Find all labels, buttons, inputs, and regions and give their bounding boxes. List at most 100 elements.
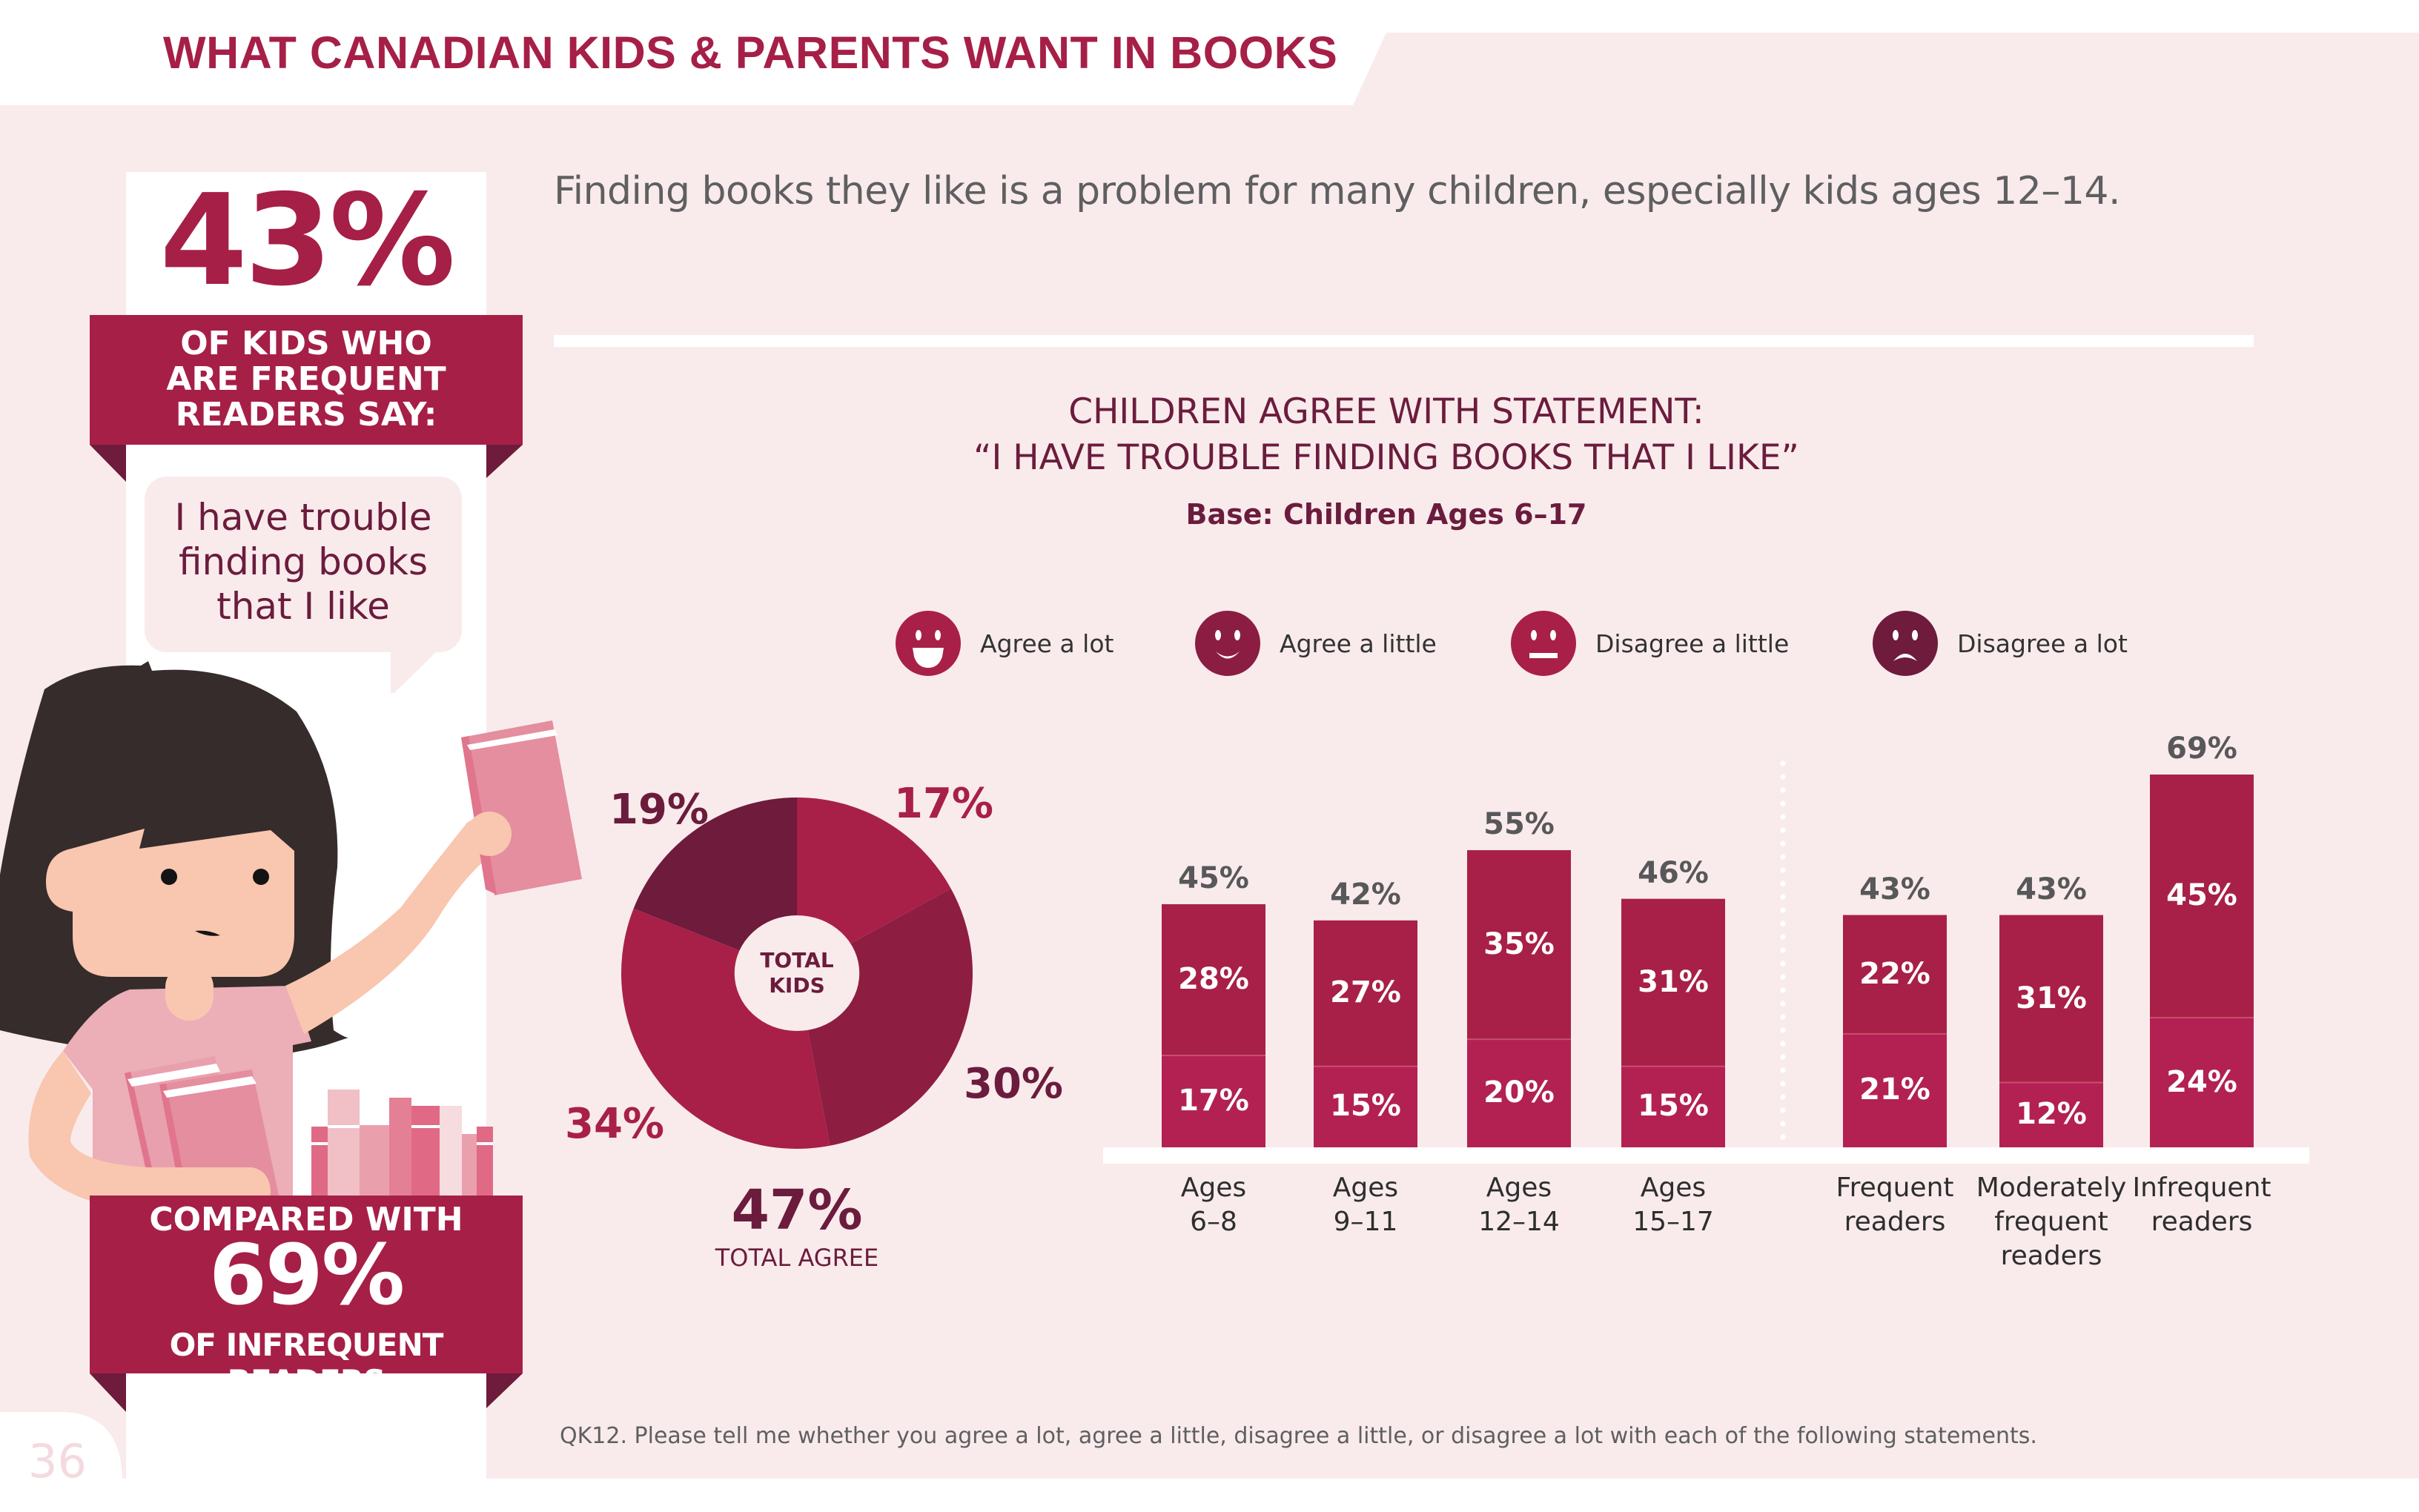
group-separator-dot — [1780, 1121, 1786, 1127]
bar-total-label: 69% — [2166, 732, 2237, 766]
bar-segment-agree-a-little — [2150, 775, 2254, 1018]
bar-label-agree-a-lot: 21% — [1859, 1072, 1930, 1107]
bar-category-label: Frequent readers — [1810, 1171, 1980, 1239]
pie-label-disagree-a-little: 34% — [565, 1100, 665, 1148]
bar-label-agree-a-lot: 15% — [1330, 1089, 1401, 1124]
face — [46, 829, 294, 977]
raised-hand — [467, 812, 512, 856]
pie-center-line: TOTAL — [760, 948, 834, 972]
group-separator-dot — [1780, 1014, 1786, 1020]
quote-text: I have trouble finding books that I like — [145, 495, 462, 629]
bar-category-label: Ages 6–8 — [1128, 1171, 1299, 1239]
compare-banner — [90, 1196, 523, 1373]
pie-total-agree-value: 47% — [731, 1178, 863, 1242]
divider — [554, 335, 2254, 347]
bar-segment-agree-a-lot — [2150, 1018, 2254, 1147]
legend-item-disagree-a-little: Disagree a little — [1511, 611, 1789, 676]
group-separator-dot — [1780, 1041, 1786, 1047]
category-label-line: 15–17 — [1632, 1207, 1714, 1237]
category-label-line: Ages — [1640, 1173, 1707, 1203]
pie-center-label: TOTAL KIDS — [745, 948, 849, 998]
bar-category-label: Moderately frequent readers — [1966, 1171, 2137, 1273]
bar-segment-agree-a-little — [1843, 915, 1947, 1034]
banner2-fold-right — [486, 1373, 523, 1408]
pie-slice-disagree-a-lot — [633, 798, 797, 973]
category-label-line: readers — [2151, 1207, 2253, 1237]
bar-total-label: 45% — [1178, 861, 1249, 895]
group-separator-dot — [1780, 987, 1786, 993]
legend-item-agree-a-lot: Agree a lot — [896, 611, 1113, 676]
bar-label-agree-a-little: 27% — [1330, 975, 1401, 1010]
mouth — [195, 930, 220, 936]
category-label-line: 6–8 — [1190, 1207, 1237, 1237]
bar-segment-agree-a-lot — [1162, 1055, 1265, 1147]
bar-label-agree-a-little: 35% — [1483, 926, 1555, 961]
group-separator-dot — [1780, 894, 1786, 900]
banner2-fold-left — [90, 1373, 126, 1412]
chart-title-line-1: CHILDREN AGREE WITH STATEMENT: — [1068, 391, 1704, 432]
group-separator-dot — [1780, 814, 1786, 820]
sad-face-icon — [1873, 611, 1938, 676]
bar-segment-agree-a-little — [1467, 850, 1571, 1040]
stat-banner — [90, 315, 523, 445]
neck — [165, 964, 214, 1021]
footnote: QK12. Please tell me whether you agree a… — [560, 1423, 2037, 1449]
bar-segment-agree-a-lot — [1999, 1082, 2103, 1147]
bar-total-label: 43% — [2016, 872, 2087, 906]
category-label-line: Ages — [1180, 1173, 1247, 1203]
quote-line: I have trouble — [174, 496, 432, 539]
pie-label-disagree-a-lot: 19% — [609, 786, 709, 834]
headline: Finding books they like is a problem for… — [554, 169, 2121, 213]
bar-label-agree-a-little: 31% — [1638, 964, 1709, 999]
quote-line: finding books — [178, 540, 428, 583]
bar-segment-divider — [2150, 1017, 2254, 1019]
legend-item-disagree-a-lot: Disagree a lot — [1873, 611, 2128, 676]
group-separator-dot — [1780, 921, 1786, 926]
bar-label-agree-a-little: 22% — [1859, 956, 1930, 991]
chart-title-line-2: “I HAVE TROUBLE FINDING BOOKS THAT I LIK… — [973, 437, 1799, 478]
category-label-line: Ages — [1332, 1173, 1399, 1203]
pie-center-hole — [734, 915, 860, 1031]
banner-fold-left — [90, 445, 126, 482]
frequent-readers-stat: 43% — [159, 168, 456, 314]
group-separator-dot — [1780, 774, 1786, 780]
pie-label-agree-a-lot: 17% — [894, 780, 994, 828]
bar-label-agree-a-lot: 24% — [2166, 1064, 2237, 1099]
group-separator-dot — [1780, 881, 1786, 886]
lower-arm — [28, 1051, 271, 1213]
bar-segment-divider — [1999, 1081, 2103, 1084]
group-separator-dot — [1780, 1107, 1786, 1113]
pie-label-agree-a-little: 30% — [964, 1060, 1064, 1108]
bar-category-label: Ages 9–11 — [1280, 1171, 1451, 1239]
group-separator-dot — [1780, 974, 1786, 980]
bar-label-agree-a-little: 45% — [2166, 878, 2237, 913]
category-label-line: readers — [2000, 1241, 2102, 1271]
group-separator-dot — [1780, 854, 1786, 860]
smile-face-icon — [1195, 611, 1260, 676]
raised-arm — [285, 816, 501, 1034]
page-title: WHAT CANADIAN KIDS & PARENTS WANT IN BOO… — [163, 27, 1338, 78]
bar-total-label: 46% — [1638, 855, 1709, 890]
compare-label: COMPARED WITH — [149, 1201, 463, 1239]
group-separator-dot — [1780, 787, 1786, 793]
bar-segment-divider — [1843, 1032, 1947, 1035]
group-separator-dot — [1780, 840, 1786, 846]
bar-category-label: Ages 12–14 — [1434, 1171, 1604, 1239]
bar-label-agree-a-lot: 15% — [1638, 1089, 1709, 1124]
bar-label-agree-a-lot: 20% — [1483, 1075, 1555, 1110]
group-separator-dot — [1780, 934, 1786, 940]
infrequent-readers-stat: 69% — [208, 1227, 405, 1324]
speech-bubble — [145, 477, 462, 652]
group-separator-dot — [1780, 1001, 1786, 1007]
stat-caption: OF KIDS WHO ARE FREQUENT READERS SAY: — [90, 326, 523, 433]
bar-segment-agree-a-little — [1621, 898, 1725, 1067]
group-separator-dot — [1780, 827, 1786, 833]
pie-center-line: KIDS — [769, 973, 825, 998]
bar-segment-divider — [1162, 1055, 1265, 1057]
bar-segment-agree-a-lot — [1621, 1066, 1725, 1147]
bar-total-label: 43% — [1859, 872, 1930, 906]
category-label-line: 12–14 — [1478, 1207, 1560, 1237]
